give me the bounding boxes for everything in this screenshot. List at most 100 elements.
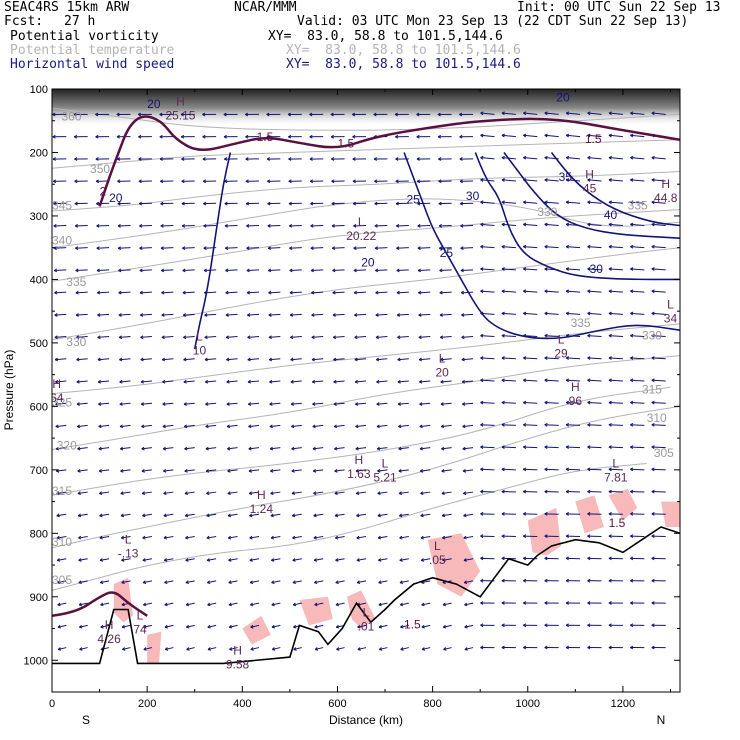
wind-vector-head bbox=[630, 445, 634, 449]
wind-speed-label: 35 bbox=[559, 170, 573, 184]
wind-vector bbox=[608, 401, 623, 404]
wind-vector-head bbox=[53, 268, 58, 273]
wind-vector bbox=[121, 558, 131, 561]
wind-vector-head bbox=[142, 513, 146, 518]
wind-vector-head bbox=[142, 535, 146, 540]
wind-vector-head bbox=[630, 512, 634, 516]
wind-vector bbox=[480, 357, 495, 360]
wind-vector-head bbox=[121, 580, 125, 585]
wind-vector bbox=[140, 336, 152, 338]
wind-vector-head bbox=[56, 513, 60, 518]
wind-vector bbox=[207, 580, 217, 584]
wind-vector bbox=[398, 491, 409, 494]
wind-vector bbox=[164, 558, 174, 561]
wind-vector-head bbox=[330, 112, 334, 117]
wind-vector bbox=[98, 447, 110, 450]
wind-vector bbox=[97, 358, 110, 361]
wind-vector-head bbox=[332, 335, 337, 340]
wind-vector bbox=[566, 134, 581, 138]
wind-vector-head bbox=[353, 290, 358, 295]
wind-vector-head bbox=[420, 558, 425, 562]
wind-vector bbox=[501, 112, 516, 115]
wind-vector-head bbox=[140, 402, 145, 406]
wind-vector bbox=[375, 313, 388, 316]
extremum-marker: H bbox=[585, 167, 594, 181]
wind-vector bbox=[587, 468, 602, 471]
wind-vector-head bbox=[608, 289, 612, 294]
wind-vector bbox=[120, 513, 131, 517]
wind-vector-head bbox=[353, 223, 357, 228]
wind-vector-head bbox=[96, 246, 100, 251]
extremum-value: 64 bbox=[50, 391, 64, 405]
wind-vector bbox=[544, 491, 559, 493]
wind-vector-head bbox=[289, 246, 293, 251]
wind-vector bbox=[182, 269, 195, 272]
wind-vector bbox=[419, 424, 431, 428]
wind-vector-head bbox=[480, 178, 484, 182]
wind-vector bbox=[246, 269, 259, 272]
wind-vector bbox=[55, 447, 67, 450]
wind-vector-head bbox=[523, 489, 527, 494]
wind-vector bbox=[160, 247, 174, 249]
wind-vector-head bbox=[374, 246, 378, 251]
wind-vector-head bbox=[480, 111, 484, 116]
wind-vector-head bbox=[463, 558, 467, 562]
wind-vector bbox=[544, 112, 559, 115]
wind-vector bbox=[99, 491, 110, 494]
wind-vector bbox=[99, 513, 110, 517]
wind-vector-head bbox=[523, 467, 527, 472]
wind-vector bbox=[77, 491, 88, 494]
wind-vector bbox=[378, 602, 388, 606]
wind-vector-head bbox=[118, 335, 123, 340]
wind-vector-head bbox=[76, 357, 80, 362]
wind-vector bbox=[204, 336, 217, 338]
field-wind-xy: XY= 83.0, 58.8 to 101.5,144.6 bbox=[286, 57, 521, 72]
wind-vector-head bbox=[74, 223, 79, 228]
wind-vector-head bbox=[608, 467, 612, 472]
wind-vector-head bbox=[544, 311, 548, 316]
wind-vector bbox=[354, 358, 367, 361]
wind-vector bbox=[78, 513, 88, 517]
wind-speed-contour-25 bbox=[403, 152, 680, 340]
wind-vector-head bbox=[226, 424, 231, 429]
wind-vector-head bbox=[287, 112, 291, 117]
wind-vector-head bbox=[313, 491, 317, 495]
wind-vector bbox=[630, 312, 645, 315]
wind-vector bbox=[608, 268, 623, 271]
wind-vector-head bbox=[395, 179, 399, 184]
wind-vector bbox=[651, 201, 666, 204]
wind-vector bbox=[184, 491, 195, 494]
wind-vector-head bbox=[398, 491, 403, 495]
wind-vector bbox=[441, 469, 452, 472]
wind-vector-head bbox=[608, 556, 612, 561]
wind-vector-head bbox=[417, 246, 421, 251]
extremum-marker: H bbox=[355, 453, 364, 467]
wind-vector-head bbox=[441, 513, 446, 518]
wind-vector bbox=[375, 247, 388, 249]
wind-vector-head bbox=[630, 356, 634, 360]
wind-vector-head bbox=[630, 133, 634, 138]
wind-vector bbox=[608, 446, 623, 449]
wind-vector-head bbox=[163, 535, 168, 540]
wind-vector-head bbox=[630, 289, 634, 294]
wind-vector-head bbox=[54, 290, 58, 295]
wind-vector bbox=[587, 312, 602, 315]
wind-vector bbox=[335, 558, 345, 561]
wind-vector bbox=[182, 247, 195, 249]
wind-vector-head bbox=[376, 424, 380, 429]
wind-vector-head bbox=[464, 624, 468, 629]
wind-vector bbox=[75, 291, 88, 294]
wind-vector-head bbox=[416, 112, 420, 117]
wind-vector bbox=[375, 269, 388, 272]
wind-vector bbox=[464, 580, 474, 584]
wind-vector bbox=[226, 336, 238, 338]
field-wind-name: Horizontal wind speed bbox=[10, 57, 175, 72]
wind-vector bbox=[271, 580, 281, 584]
wind-vector-head bbox=[501, 489, 505, 494]
wind-vector-head bbox=[480, 222, 484, 227]
wind-vector-head bbox=[419, 446, 423, 451]
wind-vector-head bbox=[442, 602, 447, 607]
wind-vector-head bbox=[246, 268, 250, 273]
wind-vector bbox=[480, 424, 495, 426]
wind-vector-head bbox=[544, 356, 548, 360]
